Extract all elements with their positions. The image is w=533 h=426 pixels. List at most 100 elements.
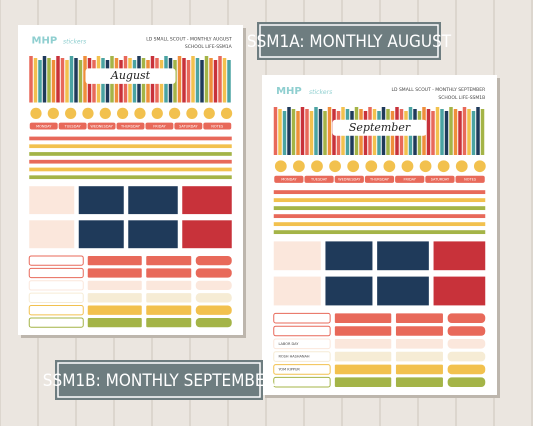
color-box (447, 364, 486, 375)
pencil (51, 60, 56, 103)
stripe (273, 198, 486, 203)
pencil (177, 56, 182, 103)
stripe (273, 222, 486, 227)
dot-sticker (30, 107, 42, 119)
logo: MHP (32, 36, 58, 47)
color-box (87, 305, 142, 315)
deco-block (433, 241, 486, 271)
pencil (282, 111, 287, 155)
sticker-sheets: MHP stickers LD SMALL SCOUT - MONTHLY AUGU… (18, 25, 500, 398)
stripe (29, 136, 232, 141)
deco-block (128, 220, 178, 249)
weekday-label: SATURDAY (431, 178, 450, 182)
pencil (278, 109, 282, 155)
pencil (314, 107, 318, 155)
label-box (28, 280, 84, 291)
label-box (273, 376, 331, 388)
color-box (146, 317, 192, 328)
pencil (273, 107, 278, 155)
pencil (440, 109, 444, 155)
dot-sticker (220, 107, 233, 119)
color-box (334, 351, 392, 362)
month-banner (85, 68, 176, 84)
pencil (42, 56, 47, 103)
pencil (47, 58, 51, 103)
color-box (146, 293, 192, 303)
pencil (182, 58, 186, 103)
pencil (287, 107, 291, 155)
pencil (74, 58, 78, 103)
color-box (447, 339, 486, 349)
dot-sticker (168, 107, 181, 119)
sheet: MHP stickers LD SMALL SCOUT - MONTHLY AUGU… (18, 25, 246, 338)
holiday-label: YOM KIPPUR (278, 367, 300, 371)
dot-sticker (65, 107, 77, 119)
logo: MHP (276, 86, 302, 97)
pencil (204, 56, 209, 103)
color-box (334, 339, 392, 349)
dot-sticker (455, 160, 468, 173)
weekday-pill (58, 122, 87, 130)
color-box (334, 364, 392, 375)
deco-block (325, 241, 373, 271)
tag-box (257, 22, 441, 60)
dot-sticker (203, 107, 215, 119)
pencil (327, 107, 332, 155)
pencil (186, 60, 191, 103)
stripe (29, 167, 232, 172)
dot-sticker (401, 160, 414, 173)
weekday-pill (87, 122, 116, 130)
pencil (222, 58, 227, 103)
label-box (273, 338, 331, 350)
pencil (309, 111, 314, 155)
color-box (395, 364, 443, 375)
label-box (28, 292, 84, 303)
weekday-label: MONDAY (281, 178, 297, 182)
pencil (471, 111, 476, 155)
color-box (334, 326, 392, 336)
pencil (480, 109, 485, 155)
dot-sticker (419, 160, 432, 173)
sheet-header: LD SMALL SCOUT - MONTHLY SEPTEMBER (392, 87, 486, 93)
color-box (395, 313, 443, 323)
dot-sticker (99, 107, 111, 119)
color-box (447, 313, 486, 323)
weekday-label: NOTES (211, 124, 224, 128)
stripe (29, 159, 232, 164)
weekday-label: MONDAY (36, 124, 52, 128)
dot-sticker (47, 107, 59, 119)
color-box (87, 268, 142, 278)
dot-sticker (365, 160, 378, 173)
weekday-pill (116, 122, 145, 130)
stripe (29, 144, 232, 149)
pencil (218, 56, 222, 103)
deco-block (182, 220, 232, 249)
tag-b: SSM1B: MONTHLY SEPTEMBER (43, 360, 276, 400)
pencil (435, 107, 440, 155)
dot-sticker (82, 107, 94, 119)
pencil (467, 109, 471, 155)
pencil (227, 60, 231, 103)
label-box (28, 267, 84, 279)
pencil (318, 109, 323, 155)
label-box (28, 255, 84, 266)
weekday-label: TUESDAY (310, 178, 328, 182)
sheet-code: SCHOOL LIFE-SSM1A (185, 44, 233, 50)
pencil (431, 111, 435, 155)
deco-block (325, 276, 373, 306)
pencil (323, 111, 327, 155)
weekday-label: FRIDAY (153, 124, 166, 128)
sheet-header: LD SMALL SCOUT - MONTHLY AUGUST (146, 36, 232, 42)
color-box (395, 339, 443, 349)
weekday-pill (425, 175, 455, 183)
weekday-label: NOTES (464, 178, 477, 182)
deco-block (273, 276, 321, 306)
stripe (273, 214, 486, 219)
tag-label: SSM1B: MONTHLY SEPTEMBER (43, 371, 276, 391)
pencil (305, 109, 309, 155)
stripe (273, 230, 486, 235)
color-box (447, 377, 486, 387)
pencil (458, 111, 462, 155)
month-title: August (110, 69, 151, 82)
